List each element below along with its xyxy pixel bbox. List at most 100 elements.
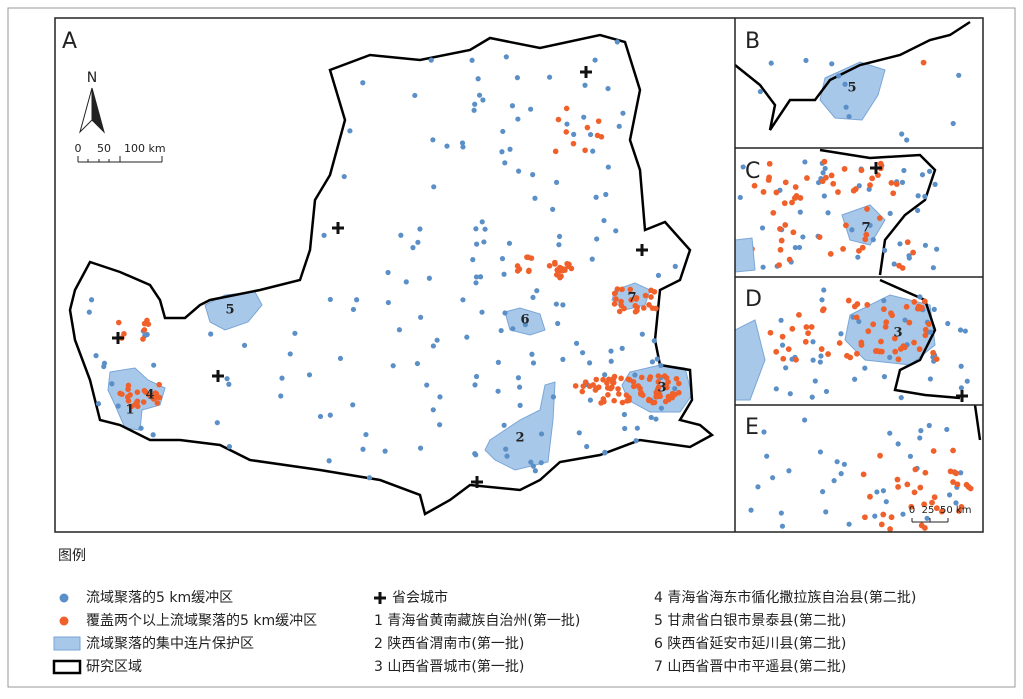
buffer-dot (150, 432, 156, 438)
overlap-dot (863, 231, 870, 238)
buffer-dot (906, 253, 912, 259)
buffer-dot (849, 227, 855, 233)
overlap-dot (805, 330, 811, 337)
legend-item: 2 陕西省渭南市(第一批) (374, 635, 524, 652)
overlap-dot (878, 338, 884, 345)
buffer-dot (835, 73, 842, 79)
overlap-dot (121, 331, 127, 337)
region-number: 7 (861, 221, 870, 236)
study-area-boundary (973, 405, 982, 441)
buffer-dot (503, 446, 509, 452)
buffer-dot (472, 101, 478, 107)
buffer-dot (820, 489, 826, 495)
buffer-dot (931, 306, 937, 312)
study-area-boundary (819, 148, 937, 276)
overlap-dot (802, 338, 809, 345)
buffer-dot (856, 318, 862, 325)
overlap-dot (922, 332, 929, 339)
overlap-dot (610, 375, 617, 382)
buffer-dot (803, 57, 809, 64)
buffer-dot (534, 288, 540, 294)
buffer-dot (88, 297, 95, 303)
inset-d (735, 278, 970, 402)
overlap-dot (828, 172, 835, 179)
region-labels: 1 2 3 4 5 6 7 5 7 3 (125, 81, 902, 446)
scale-label: 50 km (940, 505, 971, 516)
overlap-dot (906, 319, 913, 326)
scale-label: 0 (75, 142, 82, 155)
overlap-dot (911, 339, 917, 346)
overlap-dot (835, 189, 841, 195)
buffer-dot (654, 356, 660, 362)
overlap-dot (598, 400, 604, 406)
scale-label: 50 (97, 142, 111, 155)
buffer-dot (437, 394, 443, 400)
buffer-dot (842, 81, 848, 87)
buffer-dot (144, 331, 150, 338)
overlap-dot (134, 389, 141, 395)
overlap-dot (903, 303, 910, 310)
overlap-dot (894, 476, 901, 483)
buffer-dot (874, 489, 880, 495)
overlap-dot (653, 305, 659, 312)
buffer-dot (530, 172, 536, 178)
panel-label: A (62, 29, 77, 54)
overlap-dot (827, 250, 834, 257)
overlap-dot (864, 301, 871, 308)
scale-label: 0 (909, 505, 915, 516)
panel-label: E (745, 415, 759, 440)
overlap-dot (552, 261, 558, 267)
overlap-dot (853, 314, 860, 321)
buffer-dot (605, 85, 611, 92)
buffer-dot (622, 425, 628, 432)
buffer-dot (932, 181, 938, 187)
buffer-dot (838, 331, 844, 337)
overlap-dot (616, 308, 623, 315)
buffer-dot (571, 131, 577, 137)
buffer-dot (321, 232, 327, 238)
buffer-dot (602, 372, 608, 378)
panel-label: C (745, 159, 760, 184)
buffer-dot (501, 271, 507, 277)
buffer-dot (476, 92, 483, 98)
overlap-dot (555, 116, 562, 123)
buffer-dot (469, 57, 475, 63)
buffer-dot (350, 402, 356, 408)
buffer-dot (761, 429, 767, 435)
overlap-dot (558, 273, 564, 279)
overlap-dot (845, 297, 852, 304)
buffer-dot (495, 359, 501, 365)
buffer-dot (797, 209, 803, 215)
buffer-dot (515, 116, 521, 122)
overlap-dot (797, 195, 804, 201)
overlap-dot (847, 354, 854, 361)
buffer-dot (964, 378, 970, 384)
legend-item: 6 陕西省延安市延川县(第二批) (654, 635, 846, 652)
overlap-dot (781, 200, 788, 207)
overlap-dot (803, 324, 810, 330)
overlap-dot (611, 290, 618, 297)
buffer-dot (479, 219, 485, 225)
buffer-dot (459, 140, 466, 146)
overlap-dot (611, 397, 617, 404)
overlap-dot (773, 348, 780, 355)
buffer-dot (658, 405, 665, 411)
buffer-dot (810, 357, 816, 363)
buffer-dot (470, 257, 476, 263)
overlap-dot (604, 385, 611, 391)
protected-area (735, 237, 756, 273)
buffer-dot (507, 146, 513, 152)
overlap-dot (862, 236, 869, 243)
buffer-dot (471, 107, 477, 113)
buffer-dot (499, 149, 505, 155)
overlap-dot (888, 514, 895, 521)
overlap-dot (892, 348, 899, 355)
region-number: 2 (515, 431, 524, 446)
buffer-dot (831, 478, 837, 484)
buffer-dot (817, 449, 824, 455)
buffer-dot (532, 195, 538, 201)
buffer-dot (944, 426, 950, 433)
buffer-dot (530, 294, 536, 301)
buffer-dot (560, 302, 566, 308)
overlap-dot (676, 380, 682, 387)
